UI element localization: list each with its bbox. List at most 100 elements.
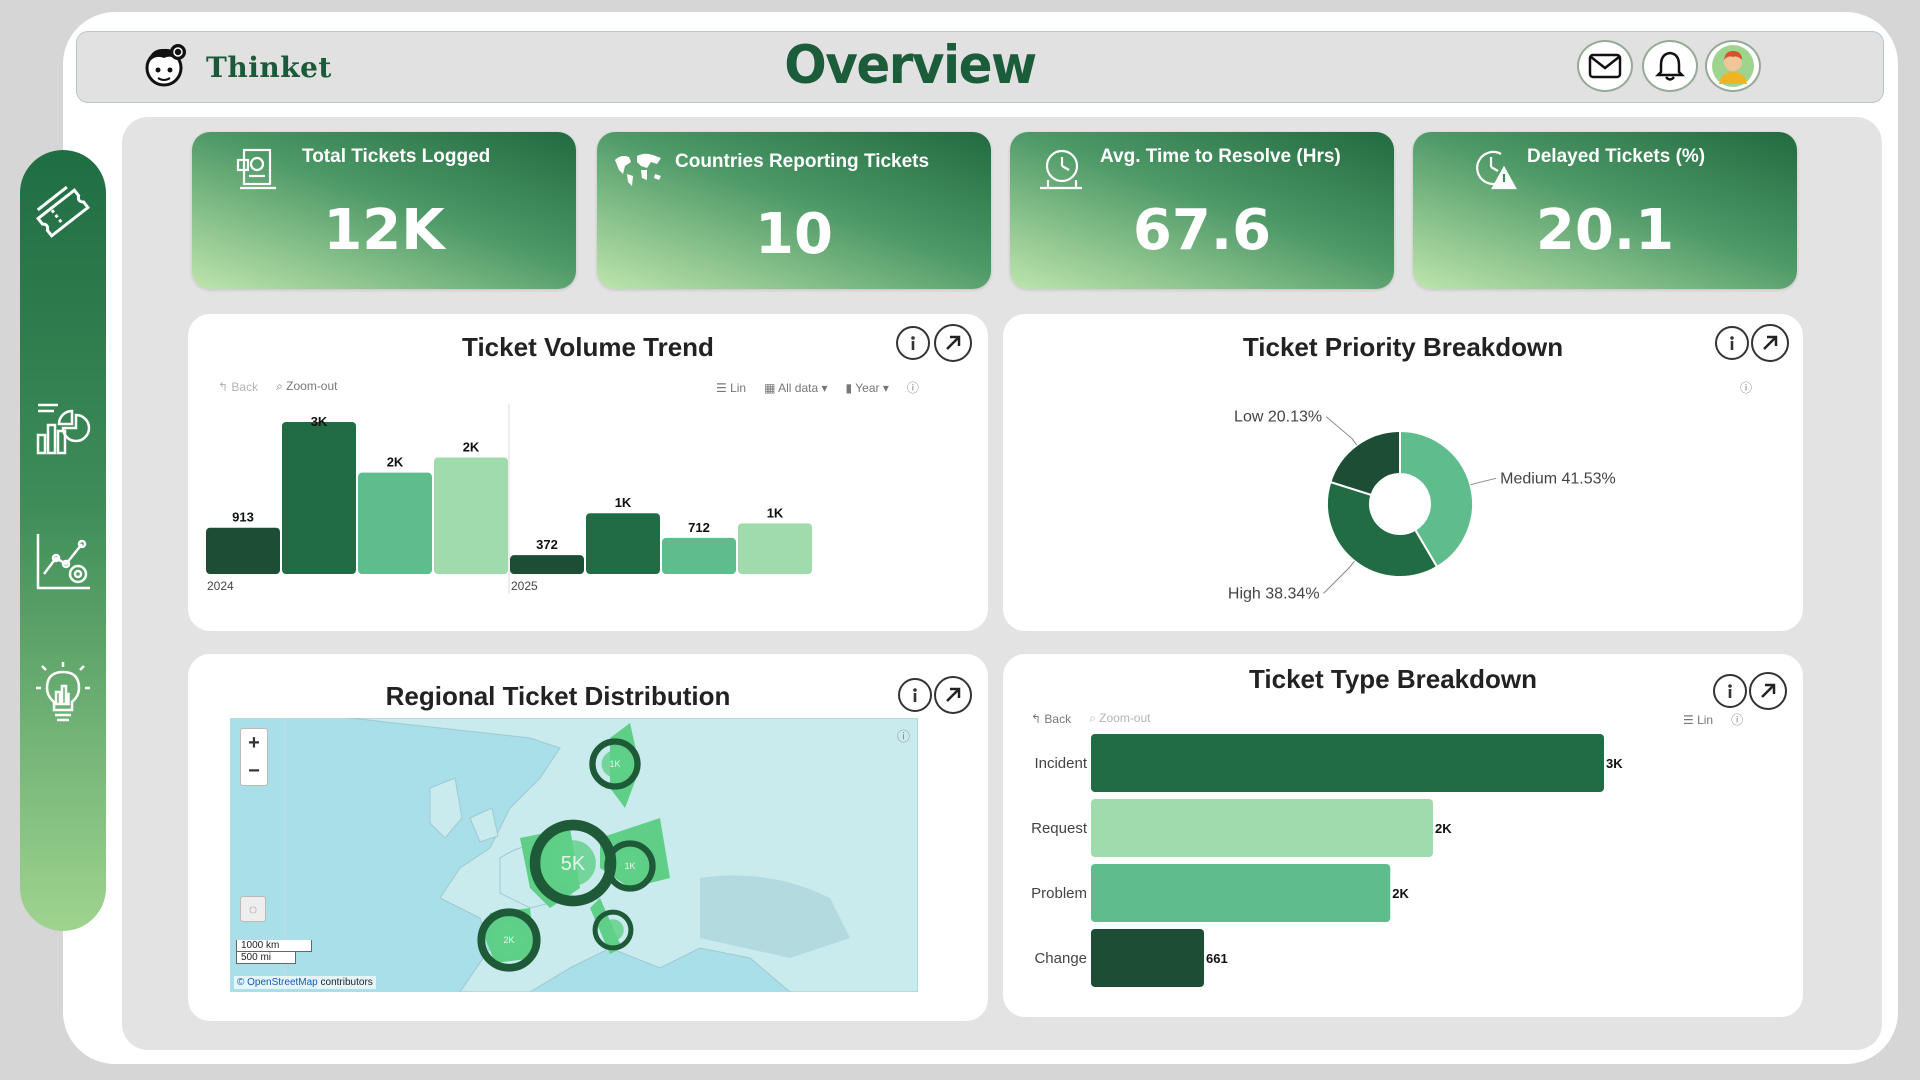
- bar[interactable]: [510, 555, 584, 574]
- bar[interactable]: [206, 527, 280, 574]
- category-label: Change: [1034, 950, 1087, 967]
- lasso-select-button[interactable]: ◌: [240, 896, 266, 922]
- scale-toggle[interactable]: ☰ Lin: [716, 380, 747, 395]
- priority-donut-chart: Medium 41.53% High 38.34% Low 20.13%: [1228, 409, 1616, 603]
- data-label: 2K: [1392, 886, 1409, 901]
- kpi-value: 20.1: [1535, 198, 1675, 263]
- mail-button[interactable]: [1577, 40, 1633, 92]
- expand-button[interactable]: [1749, 672, 1787, 710]
- zoom-out-button[interactable]: ⌕ Zoom-out: [276, 379, 338, 393]
- ticket-icon: [35, 185, 91, 238]
- clock-icon: [1040, 149, 1082, 190]
- pie-slice[interactable]: [1326, 480, 1439, 578]
- bar[interactable]: [282, 422, 356, 574]
- pie-slice[interactable]: [1329, 429, 1401, 497]
- nav-tickets[interactable]: [30, 180, 96, 246]
- scale-toggle[interactable]: ☰ Lin: [1683, 712, 1714, 727]
- scale-mi: 500 mi: [236, 952, 296, 964]
- chart-toolbar-left: ↰ Back ⌕ Zoom-out: [1031, 711, 1151, 726]
- data-filter-dropdown[interactable]: ▦ All data ▾: [764, 380, 828, 395]
- notifications-button[interactable]: [1642, 40, 1698, 92]
- bar[interactable]: [434, 457, 508, 574]
- chart-toolbar-left: ↰ Back ⌕ Zoom-out: [218, 379, 338, 394]
- map-bubble-fill: [602, 919, 624, 941]
- leader-line: [1325, 416, 1358, 446]
- chart-toolbar-right: ☰ Lin ▦ All data ▾ ▮ Year ▾ ⓘ: [716, 379, 919, 396]
- data-label: 712: [688, 520, 710, 535]
- lasso-icon: ◌: [248, 901, 258, 917]
- zoom-out-button[interactable]: ⌕ Zoom-out: [1089, 711, 1151, 725]
- map-bubble[interactable]: [477, 908, 541, 972]
- data-label: 661: [1206, 951, 1228, 966]
- kpi-delayed: Delayed Tickets (%) 20.1: [1413, 132, 1797, 289]
- pie-slice[interactable]: [1399, 429, 1474, 569]
- sidebar: [20, 150, 106, 931]
- avatar-icon: [1712, 45, 1754, 87]
- bar-pie-chart-icon: [36, 403, 91, 455]
- map-bubble[interactable]: [604, 840, 656, 892]
- leader-line: [1470, 477, 1497, 486]
- map-bubble[interactable]: [589, 738, 641, 790]
- expand-button[interactable]: [934, 324, 972, 362]
- back-button[interactable]: ↰ Back: [1031, 711, 1072, 726]
- bar[interactable]: [1091, 864, 1391, 922]
- kpi-avg-resolve: Avg. Time to Resolve (Hrs) 67.6: [1010, 132, 1394, 289]
- user-avatar-button[interactable]: [1705, 40, 1761, 92]
- period-dropdown[interactable]: ▮ Year ▾: [845, 380, 889, 395]
- ticket-type-bar-chart: Incident 3K Request 2K Problem 2K Change 661: [1031, 734, 1623, 987]
- help-icon[interactable]: ⓘ: [1740, 381, 1753, 395]
- ticket-volume-trend-card: Ticket Volume Trend ↰ Back ⌕ Zoom-out ☰ …: [188, 314, 988, 631]
- regional-distribution-card: Regional Ticket Distribution 5K 2K 1K 1K + …: [188, 654, 988, 1021]
- brand: Thinket: [142, 40, 332, 94]
- back-button[interactable]: ↰ Back: [218, 379, 259, 394]
- openstreetmap-link[interactable]: © OpenStreetMap: [237, 977, 318, 988]
- map-zoom-in-button[interactable]: +: [248, 731, 260, 754]
- data-label: 2K: [387, 455, 404, 470]
- nav-performance[interactable]: [30, 528, 96, 594]
- kpi-countries: Countries Reporting Tickets 10: [597, 132, 991, 289]
- bar[interactable]: [1091, 734, 1604, 792]
- data-label: 1K: [615, 495, 632, 510]
- map-bubble-fill: [550, 840, 596, 886]
- brand-name: Thinket: [206, 50, 332, 84]
- kpi-value: 10: [755, 202, 833, 267]
- kpi-title: Total Tickets Logged: [302, 146, 491, 167]
- kpi-title: Countries Reporting Tickets: [675, 151, 930, 172]
- info-button[interactable]: [1713, 674, 1747, 708]
- ticket-type-card: Ticket Type Breakdown ↰ Back ⌕ Zoom-out …: [1003, 654, 1803, 1017]
- bar[interactable]: [586, 513, 660, 574]
- nav-insights[interactable]: [30, 660, 96, 726]
- bar[interactable]: [358, 472, 432, 574]
- kpi-total-tickets: Total Tickets Logged 12K: [192, 132, 576, 289]
- bar[interactable]: [1091, 929, 1205, 987]
- map-scale: 1000 km 500 mi: [236, 940, 312, 964]
- nav-analytics[interactable]: [30, 395, 96, 461]
- arrow-up-right-icon: [1763, 335, 1778, 350]
- info-button[interactable]: [896, 326, 930, 360]
- receipt-icon: [236, 148, 276, 190]
- map-bubble[interactable]: [592, 909, 634, 951]
- slice-label: High 38.34%: [1228, 585, 1320, 602]
- info-button[interactable]: [898, 678, 932, 712]
- bar[interactable]: [738, 523, 812, 574]
- info-button[interactable]: [1715, 326, 1749, 360]
- page-title: Overview: [784, 34, 1037, 96]
- map-bubble[interactable]: [529, 819, 617, 907]
- map-zoom-out-button[interactable]: −: [248, 759, 260, 782]
- bar[interactable]: [662, 537, 736, 574]
- expand-button[interactable]: [1751, 324, 1789, 362]
- map-view[interactable]: 5K 2K 1K 1K + − ◌ ⓘ 1000 km 500 mi © OpenSt…: [230, 718, 918, 992]
- leader-line: [1323, 560, 1355, 594]
- category-label: Problem: [1031, 885, 1087, 902]
- help-icon[interactable]: ⓘ: [906, 381, 919, 395]
- map-help-icon[interactable]: ⓘ: [897, 729, 911, 744]
- lightbulb-icon: [36, 662, 90, 722]
- info-icon: [1730, 336, 1734, 350]
- info-icon: [1728, 684, 1732, 698]
- ticket-priority-card: Ticket Priority Breakdown ⓘ Medium 41.53…: [1003, 314, 1803, 631]
- expand-button[interactable]: [934, 676, 972, 714]
- help-icon[interactable]: ⓘ: [1731, 713, 1744, 727]
- slice-label: Low 20.13%: [1234, 409, 1322, 426]
- data-label: 372: [536, 537, 558, 552]
- bar[interactable]: [1091, 799, 1433, 857]
